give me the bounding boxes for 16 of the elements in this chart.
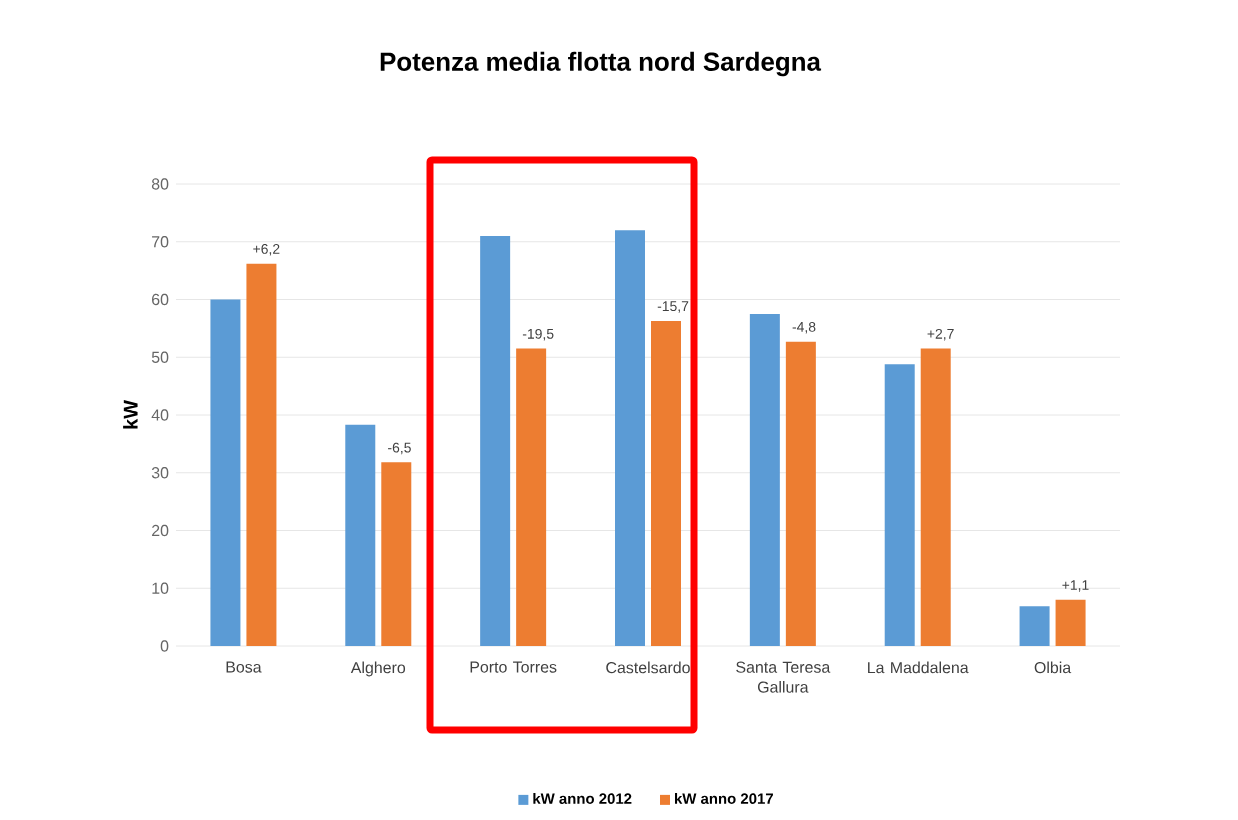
bar bbox=[1055, 599, 1086, 646]
bar bbox=[884, 364, 915, 646]
bar bbox=[480, 235, 511, 646]
y-axis-title: kW bbox=[123, 400, 138, 429]
bar bbox=[615, 230, 645, 646]
bar bbox=[920, 348, 951, 646]
bar bbox=[246, 263, 277, 646]
bar bbox=[516, 348, 547, 646]
bar bbox=[210, 299, 241, 646]
bar bbox=[345, 424, 376, 646]
bar bbox=[651, 320, 681, 646]
bar bbox=[785, 341, 816, 646]
bar bbox=[749, 313, 780, 646]
chart-title: Potenza media flotta nord Sardegna bbox=[380, 51, 822, 77]
bar bbox=[1019, 606, 1050, 646]
bar bbox=[381, 462, 412, 646]
